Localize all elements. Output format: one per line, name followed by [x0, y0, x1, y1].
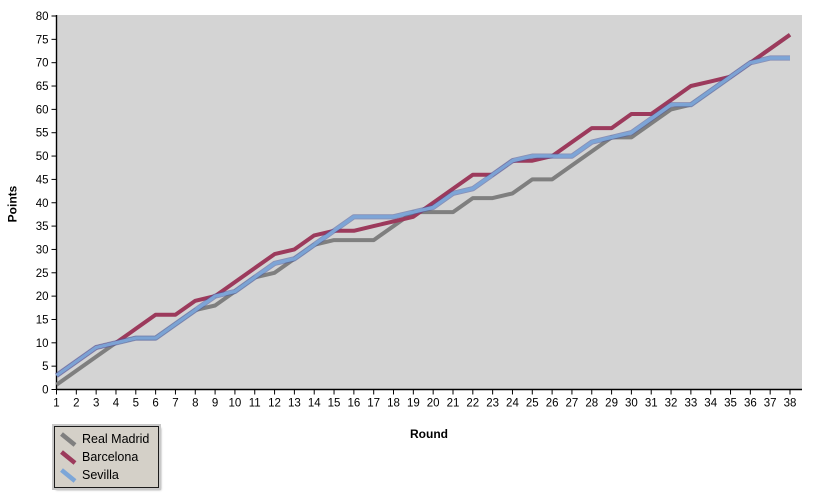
x-tick-label: 37	[764, 398, 777, 410]
x-tick-label: 16	[347, 398, 360, 410]
x-tick-label: 33	[684, 398, 697, 410]
legend-swatch-barcelona-icon	[60, 449, 77, 465]
legend-item-barcelona: Barcelona	[59, 448, 149, 466]
x-tick-label: 20	[427, 398, 440, 410]
y-tick-label: 65	[36, 81, 49, 93]
x-tick-label: 18	[387, 398, 400, 410]
x-tick-label: 23	[486, 398, 499, 410]
x-tick-label: 30	[625, 398, 638, 410]
x-tick-label: 24	[506, 398, 519, 410]
plot-area	[56, 15, 802, 390]
x-tick-label: 13	[288, 398, 301, 410]
y-tick-label: 40	[36, 198, 49, 210]
x-tick-label: 25	[526, 398, 539, 410]
legend-label: Barcelona	[82, 450, 139, 464]
y-tick-label: 55	[36, 128, 49, 140]
y-tick-label: 0	[42, 385, 48, 397]
x-tick-label: 10	[229, 398, 242, 410]
y-tick-label: 70	[36, 58, 49, 70]
y-axis-title: Points	[5, 185, 20, 223]
x-tick-label: 32	[665, 398, 678, 410]
y-tick-label: 45	[36, 174, 49, 186]
x-tick-label: 15	[328, 398, 341, 410]
y-tick-label: 25	[36, 268, 49, 280]
x-tick-label: 3	[93, 398, 99, 410]
x-tick-label: 38	[784, 398, 797, 410]
x-tick-label: 34	[704, 398, 717, 410]
x-tick-label: 4	[113, 398, 120, 410]
legend-swatch-real-madrid-icon	[60, 431, 77, 447]
x-tick-label: 27	[566, 398, 579, 410]
x-tick-label: 22	[466, 398, 479, 410]
legend-item-real-madrid: Real Madrid	[59, 430, 149, 448]
x-tick-label: 11	[249, 398, 261, 410]
x-tick-label: 12	[268, 398, 281, 410]
x-tick-label: 9	[212, 398, 218, 410]
y-tick-label: 20	[36, 291, 49, 303]
y-tick-label: 50	[36, 151, 49, 163]
y-tick-label: 10	[36, 338, 49, 350]
legend-label: Real Madrid	[82, 432, 150, 446]
y-tick-label: 35	[36, 221, 49, 233]
x-tick-label: 8	[192, 398, 198, 410]
x-axis-title: Round	[410, 427, 448, 441]
x-tick-label: 14	[308, 398, 321, 410]
chart-legend: Real Madrid Barcelona Sevilla	[54, 426, 160, 488]
legend-label: Sevilla	[82, 468, 119, 482]
x-tick-label: 29	[605, 398, 618, 410]
x-tick-label: 7	[172, 398, 178, 410]
y-tick-label: 15	[36, 314, 49, 326]
x-tick-label: 28	[585, 398, 598, 410]
x-tick-label: 5	[133, 398, 139, 410]
x-tick-label: 31	[645, 398, 658, 410]
x-tick-label: 19	[407, 398, 420, 410]
y-tick-label: 75	[36, 34, 49, 46]
x-tick-label: 36	[744, 398, 757, 410]
legend-item-sevilla: Sevilla	[59, 466, 149, 484]
y-tick-label: 80	[36, 11, 49, 23]
series-line-sevilla	[55, 56, 790, 377]
x-tick-label: 17	[367, 398, 380, 410]
x-tick-label: 26	[546, 398, 559, 410]
x-tick-label: 1	[53, 398, 59, 410]
x-tick-label: 6	[152, 398, 158, 410]
y-tick-label: 30	[36, 244, 49, 256]
legend-swatch-sevilla-icon	[60, 467, 77, 483]
x-tick-label: 2	[73, 398, 79, 410]
x-tick-label: 21	[447, 398, 460, 410]
x-tick-label: 35	[724, 398, 737, 410]
y-tick-label: 5	[42, 361, 48, 373]
y-tick-label: 60	[36, 104, 49, 116]
